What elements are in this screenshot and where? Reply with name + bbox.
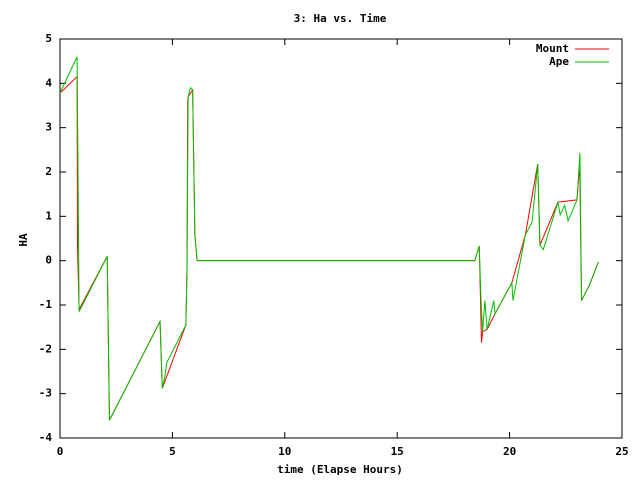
y-tick-label: -2 [39,342,52,355]
y-tick-label: 2 [45,165,52,178]
x-tick-label: 20 [503,445,516,458]
x-tick-label: 15 [391,445,404,458]
x-tick-label: 5 [169,445,176,458]
x-tick-label: 0 [57,445,64,458]
y-tick-label: -1 [39,298,53,311]
plot-border [59,38,623,439]
y-axis-label: HA [17,233,30,247]
y-tick-label: -4 [39,431,53,444]
chart-title: 3: Ha vs. Time [294,12,387,25]
y-tick-label: 5 [45,32,52,45]
series-line [59,56,599,421]
legend-label: Ape [549,55,569,68]
legend-label: Mount [536,42,569,55]
x-tick-label: 10 [278,445,291,458]
y-tick-label: 3 [45,121,52,134]
y-tick-label: -3 [39,387,52,400]
x-tick-label: 25 [615,445,628,458]
series-line [59,75,599,421]
x-axis-label: time (Elapse Hours) [277,463,403,476]
y-tick-label: 0 [45,254,52,267]
y-tick-label: 1 [45,209,52,222]
y-tick-label: 4 [45,76,52,89]
